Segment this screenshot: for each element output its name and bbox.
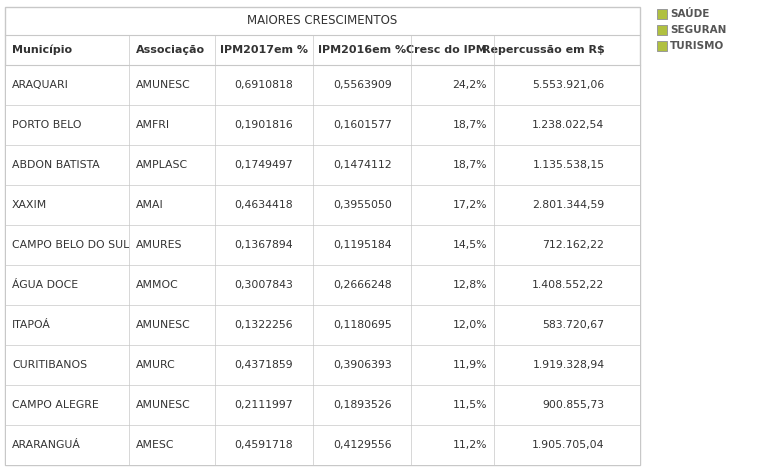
Text: ARAQUARI: ARAQUARI xyxy=(12,80,69,90)
Text: AMAI: AMAI xyxy=(135,200,163,210)
Text: 14,5%: 14,5% xyxy=(453,240,487,250)
Text: AMUNESC: AMUNESC xyxy=(135,80,190,90)
Text: AMUNESC: AMUNESC xyxy=(135,320,190,330)
Text: 583.720,67: 583.720,67 xyxy=(543,320,604,330)
Text: 0,4371859: 0,4371859 xyxy=(235,360,293,370)
Text: 0,3955050: 0,3955050 xyxy=(333,200,392,210)
Text: 12,8%: 12,8% xyxy=(453,280,487,290)
Text: AMURC: AMURC xyxy=(135,360,176,370)
Text: 1.238.022,54: 1.238.022,54 xyxy=(533,120,604,130)
Bar xyxy=(5,265,639,305)
Text: AMESC: AMESC xyxy=(135,440,174,450)
Text: 0,1893526: 0,1893526 xyxy=(333,400,392,410)
Bar xyxy=(5,385,639,425)
Text: ÁGUA DOCE: ÁGUA DOCE xyxy=(12,280,78,290)
Bar xyxy=(5,65,639,105)
Text: Município: Município xyxy=(12,45,72,55)
Text: ARARANGUÁ: ARARANGUÁ xyxy=(12,440,80,450)
Bar xyxy=(5,105,639,145)
Text: TURISMO: TURISMO xyxy=(670,41,724,51)
Bar xyxy=(657,9,667,19)
Text: 900.855,73: 900.855,73 xyxy=(543,400,604,410)
Text: SEGURAN: SEGURAN xyxy=(670,25,726,35)
Text: 1.919.328,94: 1.919.328,94 xyxy=(533,360,604,370)
Bar xyxy=(5,305,639,345)
Text: CAMPO ALEGRE: CAMPO ALEGRE xyxy=(12,400,99,410)
Text: Associação: Associação xyxy=(135,45,205,55)
Text: IPM2017em %: IPM2017em % xyxy=(220,45,308,55)
Bar xyxy=(5,345,639,385)
Text: 11,9%: 11,9% xyxy=(453,360,487,370)
Text: AMMOC: AMMOC xyxy=(135,280,179,290)
Text: Repercussão em R$: Repercussão em R$ xyxy=(481,45,604,55)
Bar xyxy=(5,225,639,265)
Text: AMFRI: AMFRI xyxy=(135,120,170,130)
Bar xyxy=(5,185,639,225)
Bar xyxy=(657,41,667,51)
Text: 0,1322256: 0,1322256 xyxy=(235,320,293,330)
Text: 0,1601577: 0,1601577 xyxy=(333,120,392,130)
Text: 5.553.921,06: 5.553.921,06 xyxy=(533,80,604,90)
Text: 0,6910818: 0,6910818 xyxy=(235,80,293,90)
Bar xyxy=(5,425,639,465)
Text: 0,1749497: 0,1749497 xyxy=(235,160,293,170)
Text: 0,1474112: 0,1474112 xyxy=(333,160,392,170)
Text: 18,7%: 18,7% xyxy=(453,120,487,130)
Bar xyxy=(5,7,640,465)
Text: 0,5563909: 0,5563909 xyxy=(333,80,392,90)
Text: 0,4634418: 0,4634418 xyxy=(235,200,293,210)
Text: 24,2%: 24,2% xyxy=(453,80,487,90)
Text: AMURES: AMURES xyxy=(135,240,183,250)
Text: ITAPOÁ: ITAPOÁ xyxy=(12,320,51,330)
Text: Cresc do IPM: Cresc do IPM xyxy=(406,45,487,55)
Text: IPM2016em %: IPM2016em % xyxy=(318,45,406,55)
Text: CAMPO BELO DO SUL: CAMPO BELO DO SUL xyxy=(12,240,129,250)
Text: 1.408.552,22: 1.408.552,22 xyxy=(533,280,604,290)
Text: 0,1901816: 0,1901816 xyxy=(235,120,293,130)
Text: 0,3007843: 0,3007843 xyxy=(235,280,293,290)
Text: 0,1180695: 0,1180695 xyxy=(333,320,392,330)
Text: 0,3906393: 0,3906393 xyxy=(333,360,392,370)
Text: 11,2%: 11,2% xyxy=(453,440,487,450)
Text: 0,4591718: 0,4591718 xyxy=(235,440,293,450)
Text: AMPLASC: AMPLASC xyxy=(135,160,188,170)
Text: 12,0%: 12,0% xyxy=(452,320,487,330)
Text: 2.801.344,59: 2.801.344,59 xyxy=(533,200,604,210)
Text: 18,7%: 18,7% xyxy=(453,160,487,170)
Text: 0,2666248: 0,2666248 xyxy=(333,280,392,290)
Text: 1.135.538,15: 1.135.538,15 xyxy=(533,160,604,170)
Bar xyxy=(5,145,639,185)
Text: 11,5%: 11,5% xyxy=(453,400,487,410)
Text: 0,1367894: 0,1367894 xyxy=(235,240,293,250)
Text: SAÚDE: SAÚDE xyxy=(670,9,710,19)
Text: PORTO BELO: PORTO BELO xyxy=(12,120,81,130)
Text: ABDON BATISTA: ABDON BATISTA xyxy=(12,160,100,170)
Text: MAIORES CRESCIMENTOS: MAIORES CRESCIMENTOS xyxy=(248,15,398,28)
Text: 17,2%: 17,2% xyxy=(453,200,487,210)
Text: 0,4129556: 0,4129556 xyxy=(333,440,392,450)
Text: 712.162,22: 712.162,22 xyxy=(543,240,604,250)
Bar xyxy=(657,25,667,35)
Text: XAXIM: XAXIM xyxy=(12,200,47,210)
Text: AMUNESC: AMUNESC xyxy=(135,400,190,410)
Text: 0,2111997: 0,2111997 xyxy=(235,400,293,410)
Text: 1.905.705,04: 1.905.705,04 xyxy=(532,440,604,450)
Text: CURITIBANOS: CURITIBANOS xyxy=(12,360,87,370)
Text: 0,1195184: 0,1195184 xyxy=(333,240,392,250)
